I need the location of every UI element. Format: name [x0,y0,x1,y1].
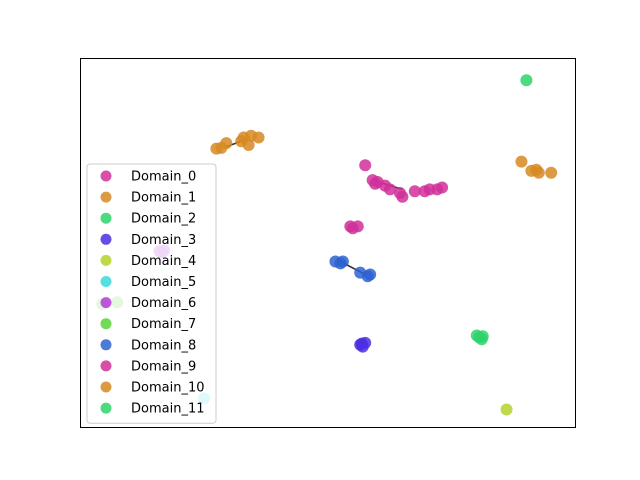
data-point [359,159,372,172]
data-point [515,155,528,168]
data-point [530,163,543,176]
data-point [476,330,489,343]
legend-label: Domain_1 [131,191,196,206]
data-point [336,255,349,268]
data-point [436,181,449,194]
legend-label: Domain_2 [131,212,196,227]
data-point [235,135,248,148]
legend-marker [100,402,112,414]
legend-label: Domain_7 [131,317,196,332]
series-domain-11 [520,74,533,87]
legend-marker [100,381,112,393]
data-point [500,403,513,416]
data-point [355,337,368,350]
axes-frame [80,58,576,428]
legend-marker [100,360,112,372]
data-point [520,74,533,87]
series-domain-8 [329,255,377,283]
legend-label: Domain_9 [131,359,196,374]
legend-marker [100,233,112,245]
data-point [545,166,558,179]
legend-label: Domain_3 [131,233,196,248]
data-point [220,137,233,150]
legend-label: Domain_11 [131,402,205,417]
series-domain-4 [500,403,513,416]
legend-marker [100,170,112,182]
data-point [369,177,382,190]
legend-marker [100,254,112,266]
legend-label: Domain_10 [131,381,205,396]
series-domain-10 [515,155,558,179]
data-point [364,268,377,281]
legend-marker [100,276,112,287]
series-domain-1 [210,129,265,155]
legend-marker [100,297,112,309]
data-point [396,190,409,203]
legend-label: Domain_5 [131,275,196,290]
legend-label: Domain_8 [131,338,196,353]
data-point [423,183,436,196]
series-domain-3 [354,336,372,353]
data-point [408,185,421,198]
series-domain-9 [344,181,449,235]
legend-label: Domain_0 [131,170,196,185]
legend-label: Domain_4 [131,254,196,269]
data-point [351,220,364,233]
legend-marker [100,318,112,330]
legend-label: Domain_6 [131,296,196,311]
series-domain-2 [470,329,489,346]
legend: Domain_0 Domain_1 Domain_2 Domain_3 Domain_4… [86,163,217,424]
legend-marker [100,212,112,224]
data-point [384,183,396,196]
plot-area [96,74,558,416]
legend-marker [100,191,112,203]
legend-marker [100,339,112,351]
data-point [252,131,265,144]
legend-box [86,163,217,424]
